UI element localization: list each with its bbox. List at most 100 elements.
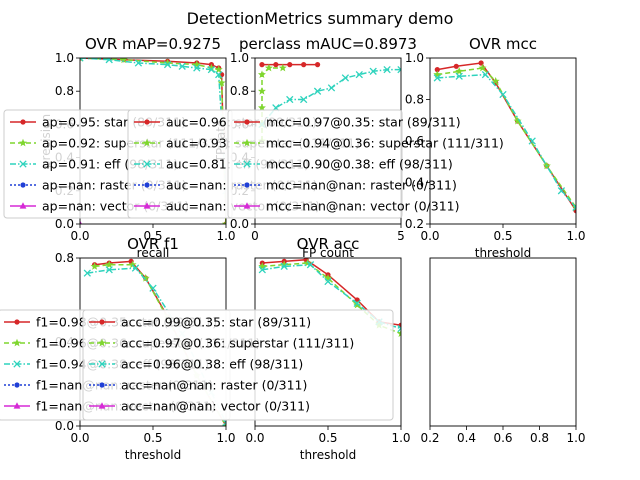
legend-marker-superstar xyxy=(98,338,106,347)
x-axis-label: threshold xyxy=(125,448,182,462)
legend-marker-vector xyxy=(243,202,251,209)
data-point-eff xyxy=(383,65,391,74)
series-line-superstar xyxy=(80,58,226,224)
data-point-superstar xyxy=(353,300,362,309)
data-point-star xyxy=(259,62,265,68)
x-tick-label: 0.0 xyxy=(70,431,89,445)
data-point-star xyxy=(434,67,440,73)
data-point-superstar xyxy=(264,63,273,72)
legend-marker-superstar xyxy=(19,138,27,147)
data-point-eff xyxy=(280,262,288,271)
data-point-eff xyxy=(433,74,441,82)
x-axis-label: recall xyxy=(137,246,170,260)
x-tick-label: 0.2 xyxy=(420,431,439,445)
legend-marker-eff xyxy=(98,360,106,368)
data-point-eff xyxy=(207,65,216,74)
y-tick-label: 0.2 xyxy=(405,217,424,231)
data-point-superstar xyxy=(433,70,442,78)
y-tick-label: 0.8 xyxy=(55,84,74,98)
legend-marker-superstar xyxy=(243,138,251,147)
y-tick-label: 0.8 xyxy=(405,93,424,107)
x-tick-label: 0 xyxy=(251,229,259,243)
legend-entry-eff: mcc=0.90@0.38: eff (98/311) xyxy=(266,157,453,172)
x-tick-label: 1.0 xyxy=(566,431,585,445)
legend-entry-superstar: mcc=0.94@0.36: superstar (111/311) xyxy=(266,136,504,151)
legend-entry-vector: acc=nan@nan: vector (0/311) xyxy=(121,399,310,414)
data-point-superstar xyxy=(222,219,226,224)
data-point-eff xyxy=(355,70,363,79)
data-point-eff xyxy=(306,261,315,269)
x-tick-label: 0.5 xyxy=(493,229,512,243)
plot-area xyxy=(433,60,576,214)
x-axis-label: threshold xyxy=(475,246,532,260)
data-point-eff xyxy=(105,266,113,274)
data-point-eff xyxy=(397,65,401,74)
legend-entry-raster: acc=nan@nan: raster (0/311) xyxy=(121,378,307,393)
legend-marker-eff xyxy=(13,360,21,368)
legend-entry-star: mcc=0.97@0.35: star (89/311) xyxy=(266,115,461,130)
y-tick-label: 0.0 xyxy=(230,217,249,231)
x-tick-label: 1.0 xyxy=(216,431,235,445)
chart-panel-3: 0.0 0.5 1.0 0.2 0.4 0.6 0.8 1.0 OVR mcc threshold… xyxy=(227,35,586,260)
legend-entry-superstar: acc=0.97@0.36: superstar (111/311) xyxy=(121,336,354,351)
data-point-eff xyxy=(222,418,226,426)
legend-marker-eff xyxy=(243,160,251,168)
x-tick-label: 0.0 xyxy=(70,229,89,243)
legend-marker-vector xyxy=(98,402,106,409)
legend-entry-star: acc=0.99@0.35: star (89/311) xyxy=(121,315,311,330)
data-point-eff xyxy=(481,70,490,79)
data-point-eff xyxy=(341,74,350,82)
data-point-superstar xyxy=(324,274,332,282)
x-tick-label: 0.4 xyxy=(457,431,476,445)
data-point-eff xyxy=(131,264,140,272)
data-point-eff xyxy=(572,203,576,212)
x-tick-label: 0.6 xyxy=(493,431,512,445)
legend-marker-star xyxy=(244,119,250,125)
data-point-eff xyxy=(193,64,201,72)
x-axis-label: threshold xyxy=(300,448,357,462)
x-tick-label: 0.0 xyxy=(420,229,439,243)
data-point-eff xyxy=(499,90,507,99)
y-tick-label: 1.0 xyxy=(230,51,249,65)
legend: mcc=0.97@0.35: star (89/311) mcc=0.94@0.3… xyxy=(227,109,504,219)
data-point-eff xyxy=(369,67,377,75)
legend-marker-vector xyxy=(13,402,21,409)
x-tick-label: 1.0 xyxy=(216,229,235,243)
data-point-eff xyxy=(286,95,294,104)
chart-panel-5: 0.0 0.5 1.0 OVR acc threshold acc=0.99@0.35: … xyxy=(82,235,411,462)
x-tick-label: 0.5 xyxy=(143,431,162,445)
data-point-eff xyxy=(80,58,84,62)
y-tick-label: 0.0 xyxy=(55,419,74,433)
data-point-superstar xyxy=(128,260,137,269)
y-tick-label: 1.0 xyxy=(405,51,424,65)
data-point-eff xyxy=(557,187,566,195)
legend-marker-eff xyxy=(19,160,27,168)
legend-marker-superstar xyxy=(13,338,21,347)
x-tick-label: 0.5 xyxy=(143,229,162,243)
legend-marker-raster xyxy=(244,182,250,188)
legend-marker-vector xyxy=(143,202,151,209)
data-point-eff xyxy=(149,284,157,292)
data-point-eff xyxy=(455,72,463,80)
x-tick-label: 5 xyxy=(397,229,405,243)
legend-marker-raster xyxy=(99,382,105,388)
legend-entry-eff: acc=0.96@0.38: eff (98/311) xyxy=(121,357,303,372)
data-point-eff xyxy=(300,95,308,104)
data-point-eff xyxy=(163,60,172,69)
data-point-superstar xyxy=(90,262,99,270)
data-point-eff xyxy=(258,266,266,274)
data-point-star xyxy=(453,63,459,69)
data-point-eff xyxy=(397,324,401,333)
y-tick-label: 0.8 xyxy=(230,84,249,98)
y-tick-label: 0.4 xyxy=(405,176,424,190)
figure-suptitle: DetectionMetrics summary demo xyxy=(187,9,454,28)
data-point-eff xyxy=(327,84,336,92)
data-point-superstar xyxy=(280,260,289,269)
x-axis-label: FP count xyxy=(302,246,354,260)
data-point-superstar xyxy=(455,67,464,75)
data-point-eff xyxy=(215,70,223,79)
data-point-star xyxy=(287,62,293,68)
data-point-eff xyxy=(324,277,332,286)
data-point-eff xyxy=(528,137,536,145)
